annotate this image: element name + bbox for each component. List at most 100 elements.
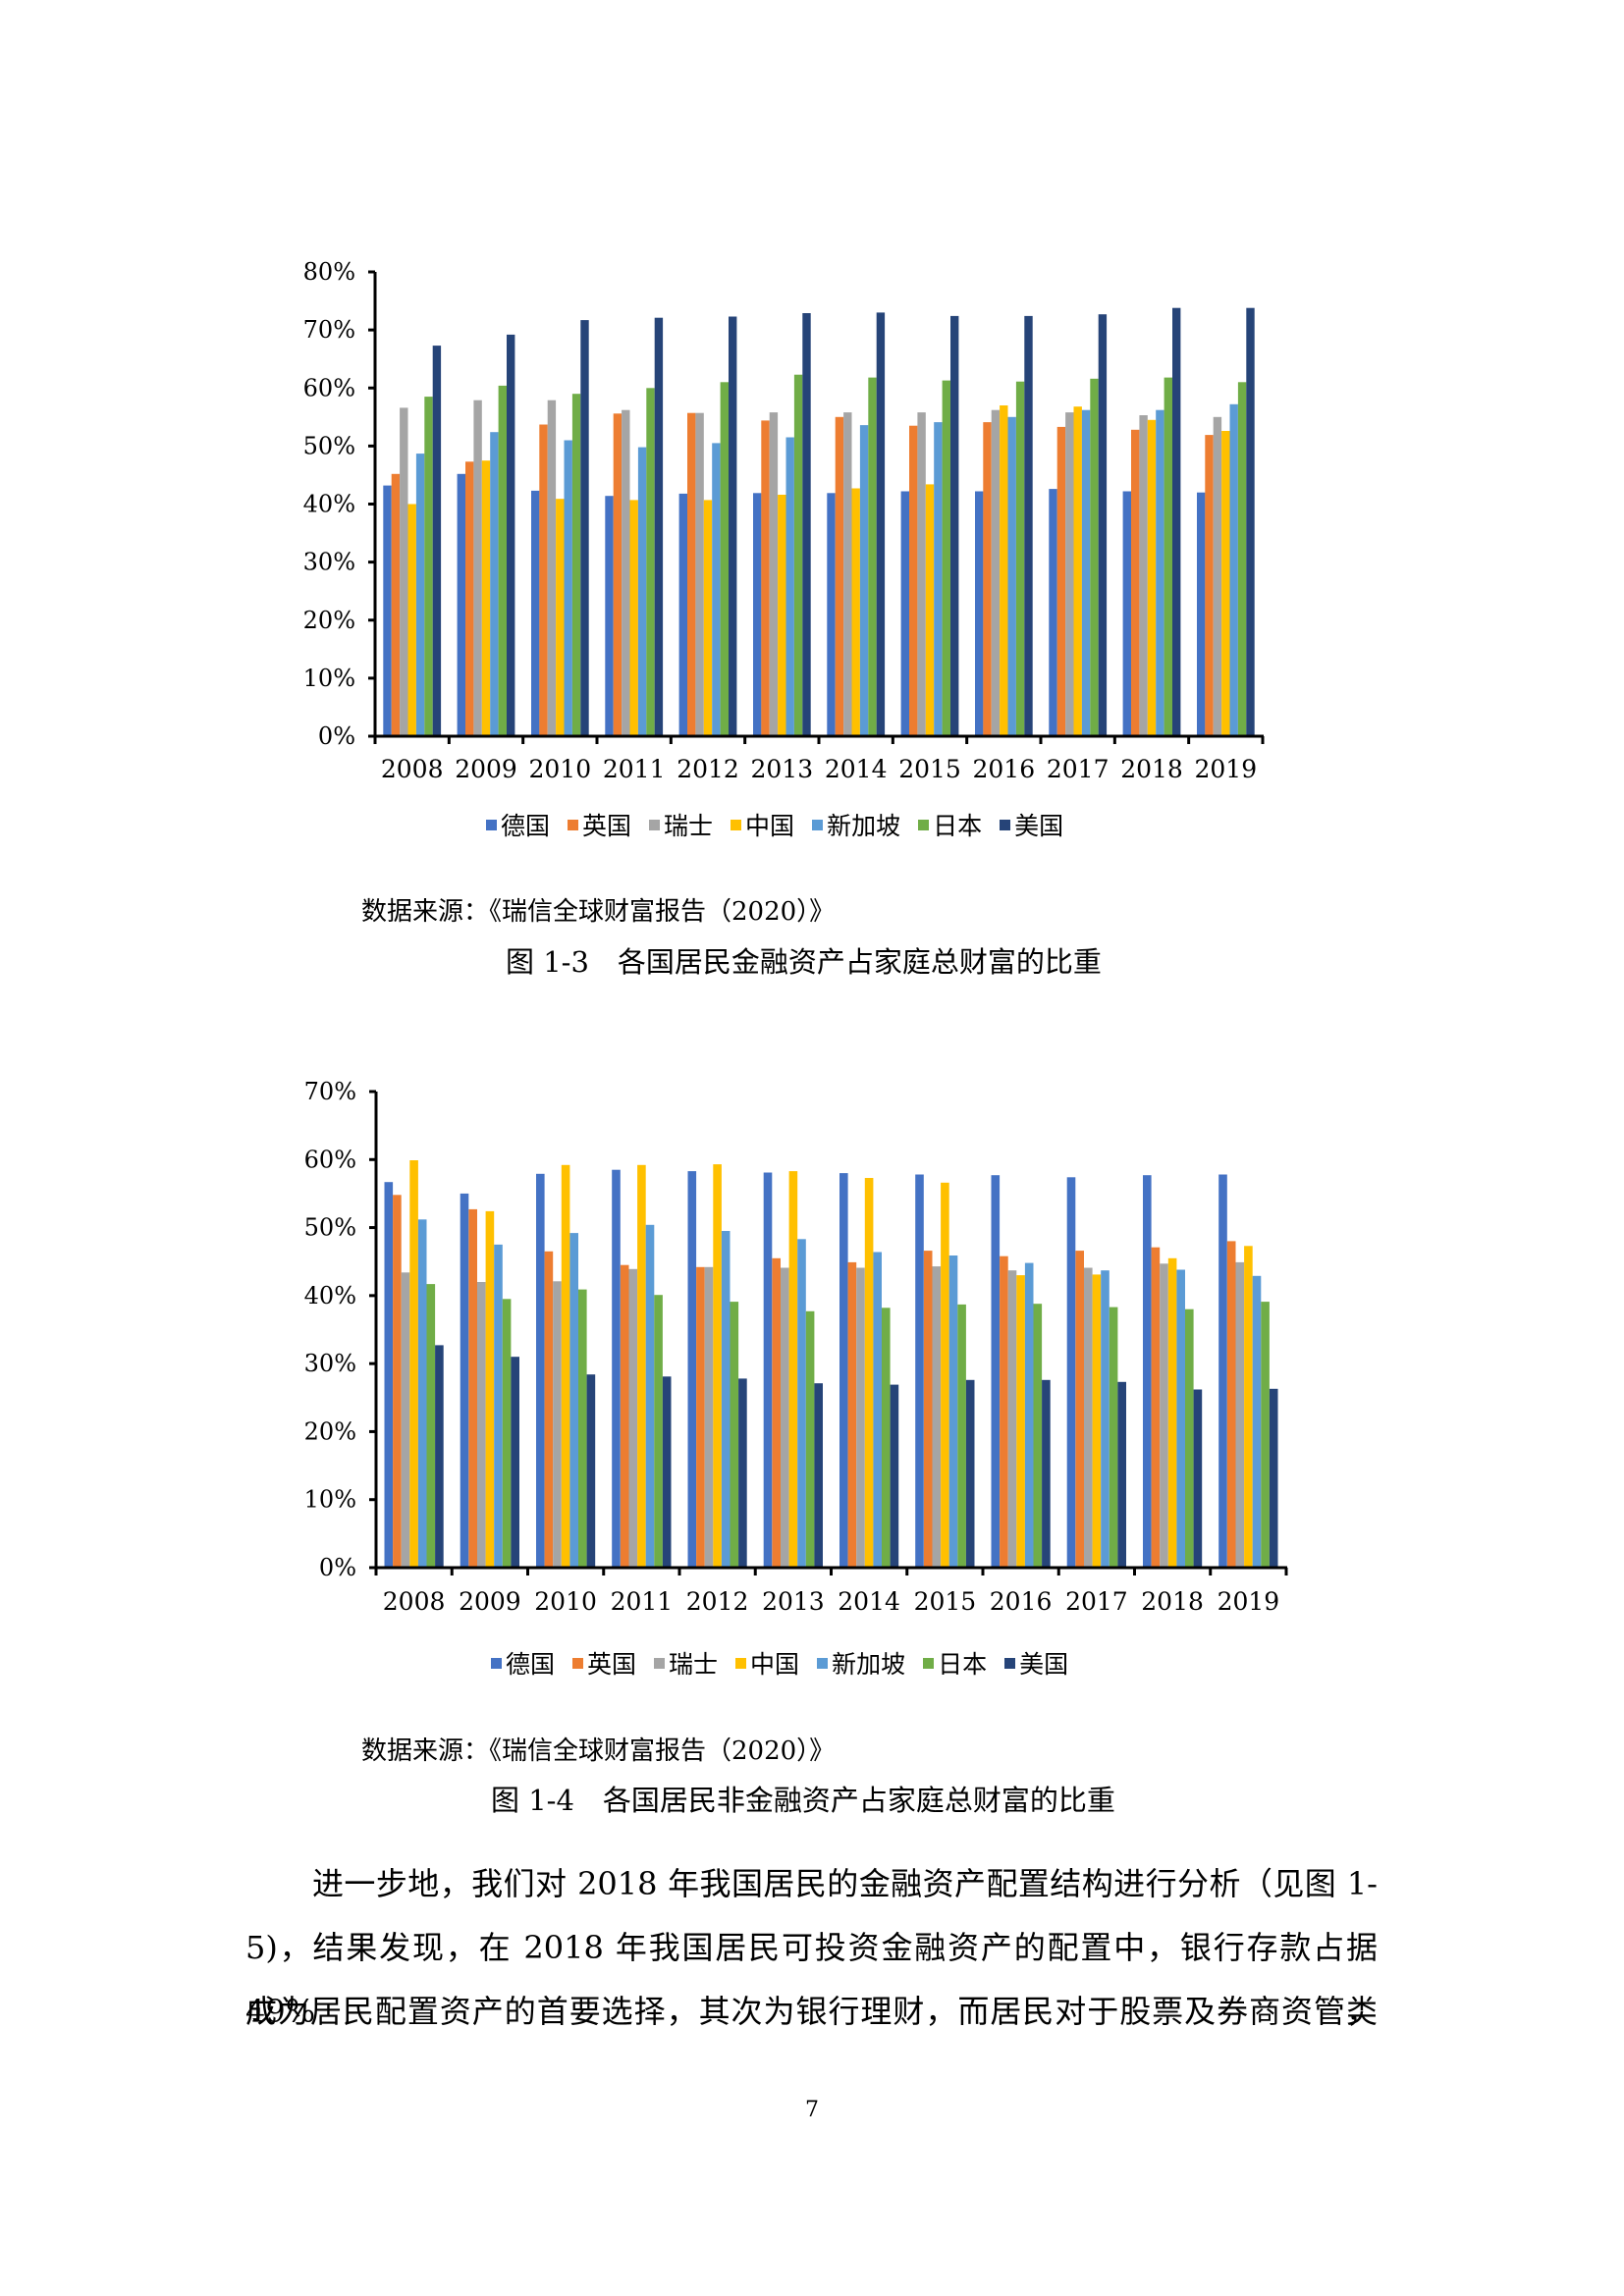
bar — [965, 1379, 975, 1568]
bar — [934, 422, 943, 736]
bar — [1167, 1257, 1177, 1569]
bar — [917, 412, 926, 736]
bar — [738, 1378, 747, 1568]
bar — [1015, 381, 1025, 736]
bar-group-2016 — [975, 315, 1033, 736]
bar — [1235, 1261, 1245, 1568]
bar — [1084, 1267, 1093, 1568]
bar — [696, 1266, 705, 1568]
figure-source-1-3: 数据来源：《瑞信全球财富报告（2020）》 — [361, 897, 836, 927]
bar — [1197, 492, 1206, 736]
bar — [564, 440, 572, 736]
y-tick-label: 40% — [303, 491, 355, 518]
bar — [1075, 1251, 1084, 1568]
bar — [605, 496, 614, 736]
y-tick-label: 70% — [304, 1078, 356, 1105]
bar — [654, 1295, 663, 1568]
legend-item: 美国 — [1004, 1645, 1068, 1681]
legend-label: 美国 — [1014, 812, 1064, 840]
legend-swatch-icon — [654, 1657, 666, 1669]
bar — [494, 1244, 503, 1568]
bar — [1226, 1241, 1236, 1568]
bar — [859, 425, 869, 736]
bar-group-2008 — [384, 1160, 444, 1568]
legend-swatch-icon — [568, 819, 579, 830]
bar — [507, 334, 515, 736]
bar — [761, 420, 770, 736]
bar — [802, 313, 811, 736]
legend-item: 中国 — [735, 1645, 799, 1681]
bar — [1131, 429, 1140, 736]
bar — [778, 495, 786, 736]
bar — [1151, 1247, 1161, 1568]
legend-label: 日本 — [933, 812, 983, 840]
bar — [547, 400, 557, 736]
bar — [729, 316, 737, 736]
bar — [1007, 416, 1016, 736]
legend-label: 中国 — [750, 1650, 800, 1679]
bar — [620, 1264, 629, 1568]
y-tick-label: 10% — [304, 1486, 356, 1514]
bar — [1139, 415, 1148, 736]
legend-swatch-icon — [572, 1657, 584, 1669]
bar — [793, 374, 803, 736]
bar — [1172, 307, 1181, 736]
chart-legend-fig-1-3: 德国 英国 瑞士 中国 新加坡 日本 美国 — [486, 807, 1063, 842]
y-tick-label: 30% — [303, 549, 355, 576]
y-tick-label: 40% — [304, 1282, 356, 1309]
bar — [814, 1383, 823, 1568]
bar — [391, 473, 401, 736]
legend-label: 德国 — [506, 1650, 556, 1679]
bar — [1092, 1274, 1102, 1568]
x-tick-label: 2015 — [914, 1587, 977, 1616]
bar — [415, 454, 425, 736]
bar — [645, 1224, 655, 1568]
legend-swatch-icon — [1004, 1657, 1016, 1669]
bar — [628, 1268, 638, 1568]
x-tick-label: 2012 — [686, 1587, 749, 1616]
legend-item: 新加坡 — [812, 807, 900, 842]
bar — [687, 1171, 697, 1568]
legend-label: 瑞士 — [664, 812, 714, 840]
bar-group-2018 — [1143, 1175, 1203, 1569]
bar — [873, 1252, 882, 1568]
legend-label: 中国 — [745, 812, 795, 840]
x-tick-label: 2019 — [1218, 1587, 1280, 1616]
x-tick-label: 2009 — [455, 755, 517, 783]
bar — [539, 424, 548, 736]
bar-group-2013 — [753, 313, 811, 736]
legend-label: 德国 — [501, 812, 551, 840]
bar — [890, 1384, 899, 1568]
bar — [1033, 1304, 1043, 1568]
x-tick-label: 2018 — [1141, 1587, 1204, 1616]
x-tick-label: 2008 — [383, 1587, 446, 1616]
bar — [704, 1266, 714, 1568]
bar — [1042, 1379, 1051, 1568]
legend-item: 德国 — [491, 1645, 555, 1681]
bar-group-2018 — [1122, 307, 1181, 736]
bar — [909, 425, 918, 736]
bar — [571, 394, 581, 736]
bar — [713, 1164, 722, 1568]
bar — [1143, 1175, 1152, 1568]
bar-group-2016 — [991, 1175, 1051, 1568]
bar — [991, 1175, 1001, 1568]
bar — [730, 1302, 739, 1568]
bar — [932, 1266, 942, 1568]
bar — [856, 1267, 865, 1568]
bar — [1056, 426, 1066, 736]
y-tick-label: 20% — [304, 1417, 356, 1445]
legend-swatch-icon — [649, 819, 661, 830]
bar — [851, 488, 860, 736]
bar — [1244, 1246, 1253, 1568]
bar — [923, 1251, 933, 1568]
x-tick-label: 2011 — [603, 755, 666, 783]
bar — [1122, 491, 1131, 736]
legend-label: 英国 — [587, 1650, 637, 1679]
legend-item: 日本 — [923, 1645, 987, 1681]
legend-item: 瑞士 — [654, 1645, 718, 1681]
legend-swatch-icon — [735, 1657, 747, 1669]
bar — [769, 412, 779, 736]
x-tick-label: 2012 — [677, 755, 739, 783]
bar — [712, 443, 721, 736]
